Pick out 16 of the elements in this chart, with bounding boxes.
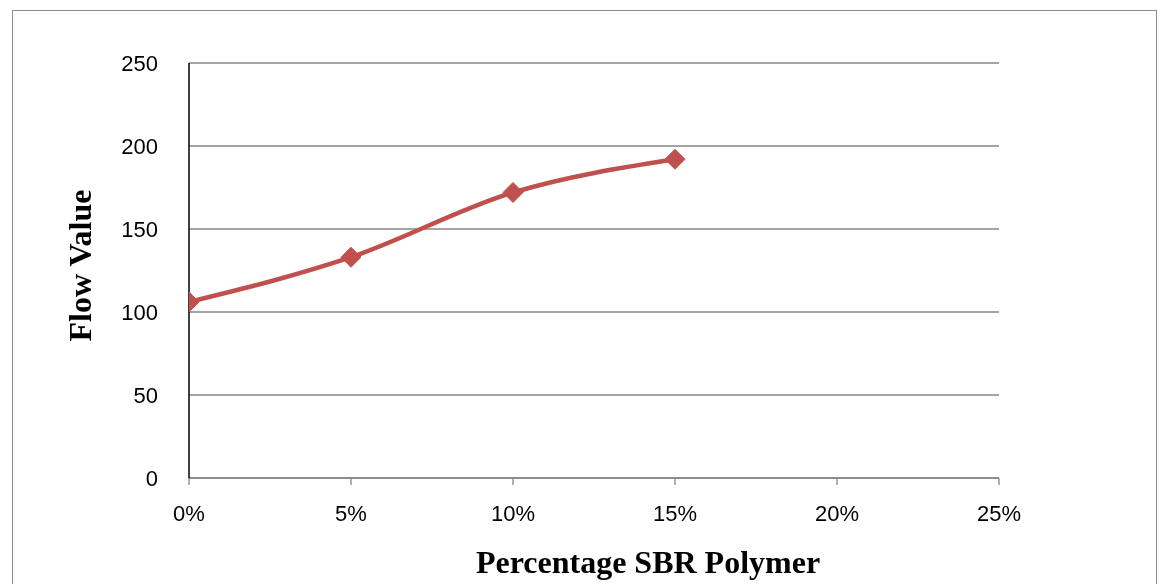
x-tick-label: 0%	[173, 500, 205, 526]
point	[664, 148, 686, 170]
x-tick-label: 10%	[490, 500, 536, 526]
x-tick-label: 20%	[814, 500, 860, 526]
x-tick-label: 25%	[976, 500, 1022, 526]
y-tick-label: 200	[121, 133, 158, 159]
point	[502, 181, 524, 203]
y-tick-label: 100	[121, 299, 158, 325]
y-tick-label: 150	[121, 216, 158, 242]
y-tick-label: 50	[133, 382, 158, 408]
y-tick-label: 250	[121, 50, 158, 76]
y-axis-title: Flow Value	[62, 189, 98, 342]
x-tick-label: 15%	[652, 500, 698, 526]
y-tick-label: 0	[145, 465, 158, 491]
x-axis-title: Percentage SBR Polymer	[475, 544, 821, 580]
x-tick-label: 5%	[335, 500, 367, 526]
